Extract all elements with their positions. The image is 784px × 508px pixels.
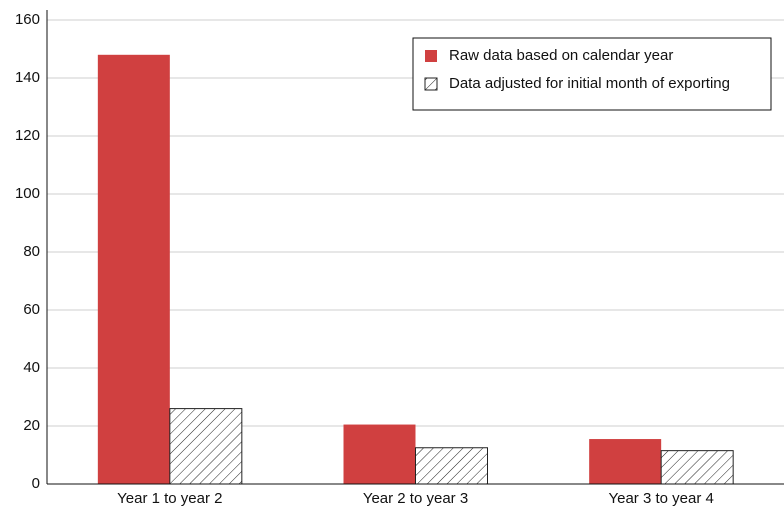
y-tick-label: 140 (15, 69, 40, 86)
y-tick-label: 160 (15, 11, 40, 28)
y-tick-label: 40 (23, 359, 40, 376)
legend-label: Raw data based on calendar year (449, 47, 673, 64)
y-tick-label: 100 (15, 185, 40, 202)
legend-box (412, 37, 772, 111)
bar (589, 439, 662, 484)
bar (169, 408, 243, 485)
y-tick-label: 60 (23, 301, 40, 318)
y-tick-label: 0 (32, 475, 40, 492)
legend-swatch (425, 50, 437, 62)
bar (660, 450, 734, 485)
y-tick-label: 120 (15, 127, 40, 144)
legend-label: Data adjusted for initial month of expor… (449, 75, 730, 92)
x-tick-label: Year 2 to year 3 (363, 490, 468, 507)
bar (97, 54, 170, 485)
bar (343, 424, 416, 484)
x-tick-label: Year 3 to year 4 (608, 490, 713, 507)
legend-swatch (424, 77, 438, 91)
y-tick-label: 80 (23, 243, 40, 260)
bar (415, 447, 488, 485)
x-tick-label: Year 1 to year 2 (117, 490, 222, 507)
y-tick-label: 20 (23, 417, 40, 434)
